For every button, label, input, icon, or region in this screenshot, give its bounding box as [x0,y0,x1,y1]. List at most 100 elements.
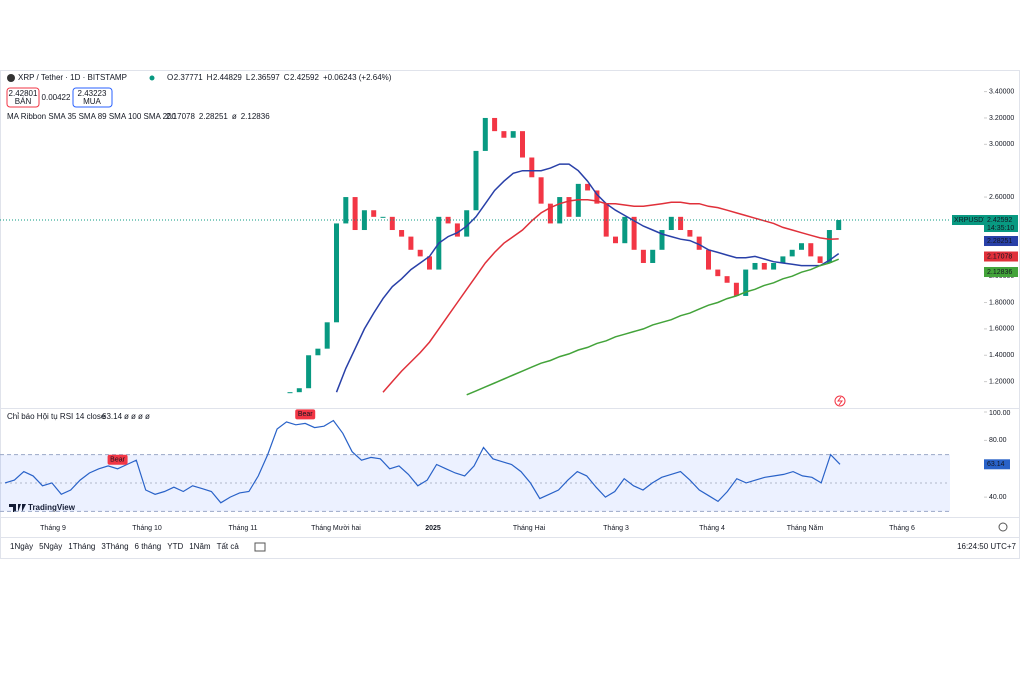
x-tick-label: Tháng 6 [889,525,915,532]
event-icon[interactable] [834,395,846,407]
y-tick-label: 100.00 [989,410,1011,417]
candle [547,203,553,224]
ma-badge-bg [984,267,1018,278]
rsi-line [4,419,841,504]
candle [743,269,749,296]
candle [631,216,637,250]
candle [594,190,600,204]
signal-label: Bear [298,411,313,418]
symbol-title[interactable]: XRP / Tether · 1D · BITSTAMP [18,73,127,82]
candle [640,249,646,263]
range-button[interactable]: Tất cả [217,542,240,551]
settings-icon[interactable] [998,522,1008,532]
candle [659,230,665,250]
candle [538,177,544,204]
candle [334,223,339,323]
candle [836,220,842,231]
candle [622,216,628,244]
ohlc-label: O [167,73,173,82]
ohlc-label: C [284,73,290,82]
range-button[interactable]: 5Ngày [39,542,62,551]
ma-legend-values: 2.17078 2.28251 ø 2.12836 [166,112,270,121]
buy-label: MUA [83,97,101,106]
candle [668,216,674,231]
candle [733,282,739,296]
price-badge: 2.42592 [987,217,1012,224]
candle [343,197,349,224]
ohlc-value: 2.42592 [290,73,319,82]
change: +0.06243 (+2.64%) [323,73,392,82]
candle [371,210,377,217]
candle [287,392,293,394]
y-tick-label: 1.80000 [989,299,1014,306]
range-button[interactable]: 3Tháng [101,542,128,551]
range-button[interactable]: 1Tháng [68,542,95,551]
rsi-badge: 63.14 [987,461,1005,468]
x-tick-label: Tháng Năm [787,525,824,532]
candle [706,249,711,270]
y-tick-label: 2.60000 [989,194,1014,201]
candle [315,348,321,356]
x-tick-label: Tháng 11 [228,525,257,532]
candle [752,262,758,270]
ma-badge-bg [984,236,1018,247]
range-button[interactable]: 1Ngày [10,542,33,551]
ma-badge: 2.12836 [987,269,1012,276]
logo: TradingView [28,503,76,512]
candle [789,249,795,257]
countdown: 14:35:10 [987,225,1014,232]
moving-average [335,163,840,393]
candle [352,197,358,231]
y-tick-label: 40.00 [989,494,1007,501]
rsi-legend-extra: ø [131,412,136,421]
y-tick-label: 80.00 [989,437,1007,444]
symbol-badge: XRPUSDT [954,217,988,224]
candle [817,256,823,263]
ma-badge-bg [984,251,1018,262]
range-button[interactable]: YTD [167,542,183,551]
price-plot [287,117,842,396]
ma-legend-value: 2.28251 [199,112,228,121]
candle [417,249,423,257]
logo-mark [9,504,26,512]
candle [399,230,405,237]
rsi-legend-extra: ø [145,412,150,421]
candle [678,216,684,231]
candle [510,131,516,138]
y-tick-label: 1.60000 [989,326,1014,333]
signal-badge [107,454,128,465]
buy-button[interactable] [72,87,113,108]
candle [520,131,525,158]
rsi-badge-bg [984,459,1010,470]
rsi-title: Chỉ báo Hội tụ RSI 14 close [7,412,106,421]
candle [361,210,367,231]
candle [464,210,470,237]
candle [454,223,460,237]
candle [380,216,386,218]
y-tick-label: 3.00000 [989,141,1014,148]
date-range-icon[interactable] [254,542,266,552]
candle [473,150,479,211]
range-button[interactable]: 1Năm [189,542,211,551]
candle [696,236,702,250]
rsi-legend-extra: ø [124,412,129,421]
y-tick-label: 1.40000 [989,352,1014,359]
x-tick-label: Tháng Hai [513,525,546,532]
candle [492,117,498,132]
chart-frame [0,70,1020,559]
ma-legend-value: ø [232,112,237,121]
price-badge-bg [984,215,1018,233]
spread: 0.00422 [42,93,71,102]
x-tick-label: Tháng 4 [699,525,725,532]
clock: 16:24:50 UTC+7 [957,542,1016,551]
moving-average [466,258,839,396]
sell-button[interactable] [6,87,40,108]
ohlc-label: H [207,73,213,82]
candle [529,157,535,178]
range-button[interactable]: 6 tháng [135,542,162,551]
y-tick-label: 1.20000 [989,378,1014,385]
candle [445,216,451,224]
x-tick-label: Tháng Mười hai [311,525,361,532]
candle [296,388,302,393]
candle [501,131,507,138]
